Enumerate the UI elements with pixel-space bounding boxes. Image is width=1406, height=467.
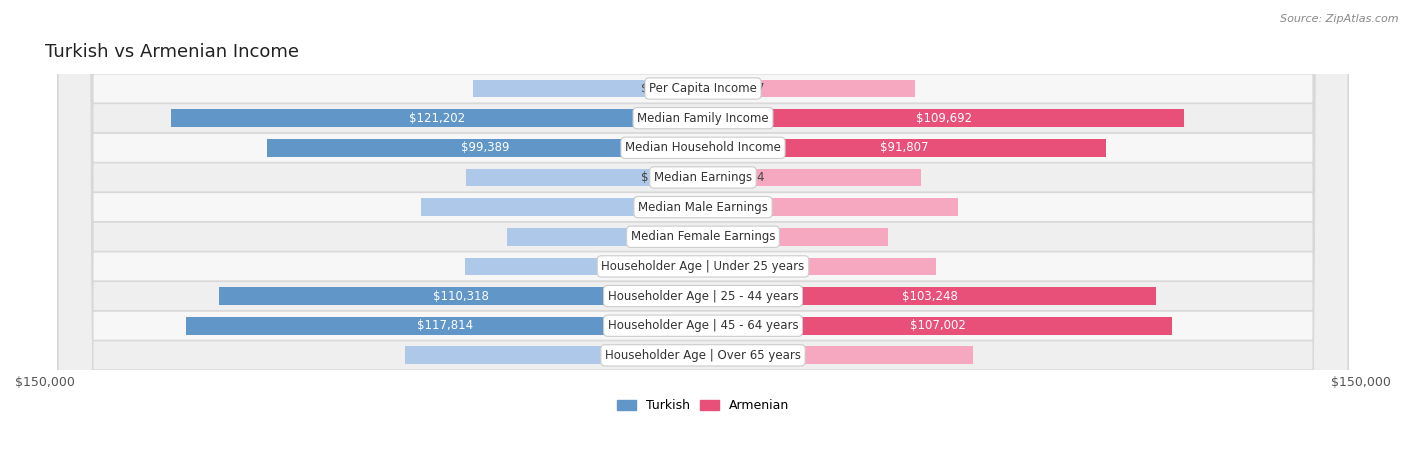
Text: $110,318: $110,318 (433, 290, 489, 303)
Text: Householder Age | 25 - 44 years: Householder Age | 25 - 44 years (607, 290, 799, 303)
FancyBboxPatch shape (58, 0, 1348, 467)
Text: $121,202: $121,202 (409, 112, 465, 125)
Bar (422, 198, 703, 216)
Bar (703, 347, 973, 364)
Bar (703, 228, 889, 246)
Text: $44,695: $44,695 (641, 230, 690, 243)
Text: Per Capita Income: Per Capita Income (650, 82, 756, 95)
Text: $61,656: $61,656 (716, 349, 765, 362)
Bar (703, 287, 1156, 305)
Text: Householder Age | 45 - 64 years: Householder Age | 45 - 64 years (607, 319, 799, 332)
Text: $99,389: $99,389 (461, 142, 509, 154)
Bar (467, 169, 703, 186)
Bar (703, 79, 915, 98)
Text: $52,391: $52,391 (641, 82, 690, 95)
FancyBboxPatch shape (58, 0, 1348, 467)
Text: Median Female Earnings: Median Female Earnings (631, 230, 775, 243)
Bar (703, 257, 936, 276)
Text: $91,807: $91,807 (880, 142, 928, 154)
Bar (703, 109, 1184, 127)
Bar (267, 139, 703, 157)
FancyBboxPatch shape (58, 0, 1348, 467)
Text: $117,814: $117,814 (416, 319, 472, 332)
Text: Median Household Income: Median Household Income (626, 142, 780, 154)
Bar (703, 139, 1105, 157)
Text: Householder Age | Under 25 years: Householder Age | Under 25 years (602, 260, 804, 273)
Bar (703, 169, 921, 186)
Bar (474, 79, 703, 98)
Text: $64,253: $64,253 (641, 201, 690, 213)
Bar (703, 317, 1173, 334)
Text: $68,037: $68,037 (641, 349, 690, 362)
Text: $103,248: $103,248 (901, 290, 957, 303)
Text: $53,179: $53,179 (716, 260, 765, 273)
FancyBboxPatch shape (58, 0, 1348, 467)
Text: $53,919: $53,919 (641, 171, 690, 184)
FancyBboxPatch shape (58, 0, 1348, 467)
Bar (172, 109, 703, 127)
Text: $49,804: $49,804 (716, 171, 765, 184)
Text: $54,266: $54,266 (641, 260, 690, 273)
Bar (186, 317, 703, 334)
Text: Turkish vs Armenian Income: Turkish vs Armenian Income (45, 43, 299, 61)
Bar (703, 198, 957, 216)
FancyBboxPatch shape (58, 0, 1348, 467)
Text: $42,212: $42,212 (716, 230, 765, 243)
Text: $48,287: $48,287 (716, 82, 765, 95)
Text: Median Family Income: Median Family Income (637, 112, 769, 125)
Bar (508, 228, 703, 246)
Legend: Turkish, Armenian: Turkish, Armenian (612, 394, 794, 417)
FancyBboxPatch shape (58, 0, 1348, 467)
FancyBboxPatch shape (58, 0, 1348, 467)
FancyBboxPatch shape (58, 0, 1348, 467)
Text: Source: ZipAtlas.com: Source: ZipAtlas.com (1281, 14, 1399, 24)
Bar (465, 257, 703, 276)
Text: Median Male Earnings: Median Male Earnings (638, 201, 768, 213)
Text: $109,692: $109,692 (915, 112, 972, 125)
Text: $107,002: $107,002 (910, 319, 966, 332)
Bar (405, 347, 703, 364)
Bar (219, 287, 703, 305)
FancyBboxPatch shape (58, 0, 1348, 467)
Text: Median Earnings: Median Earnings (654, 171, 752, 184)
Text: Householder Age | Over 65 years: Householder Age | Over 65 years (605, 349, 801, 362)
Text: $58,134: $58,134 (716, 201, 765, 213)
